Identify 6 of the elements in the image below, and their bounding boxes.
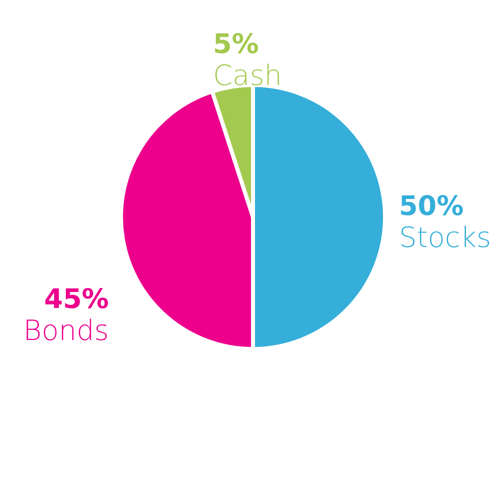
slice-label: Cash (213, 59, 282, 92)
data-label: 5% (213, 29, 259, 60)
slice-label: Bonds (23, 314, 109, 347)
data-label: 50% (399, 191, 464, 222)
slice-label: Stocks (399, 221, 492, 254)
data-label: 45% (44, 284, 109, 315)
